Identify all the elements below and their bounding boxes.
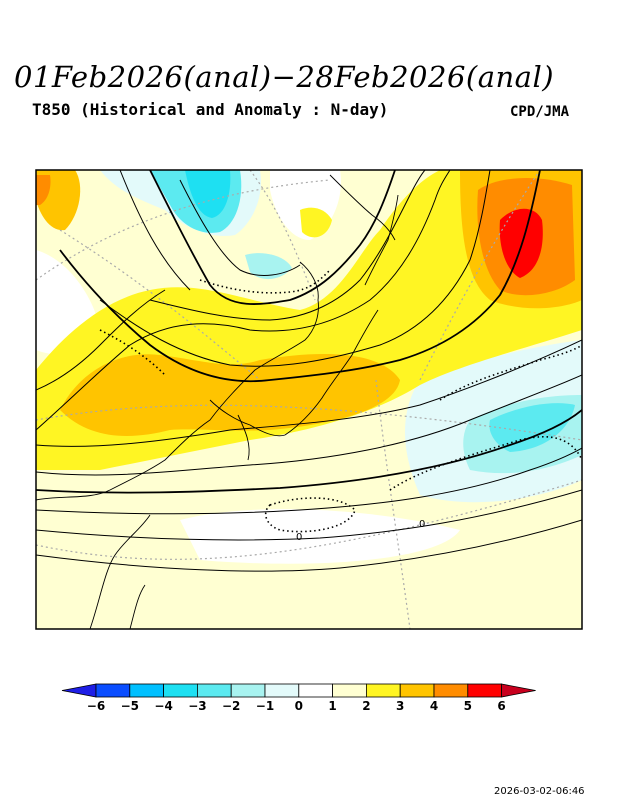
colorbar-tick-label: 6 xyxy=(497,699,505,713)
map-subtitle: T850 (Historical and Anomaly : N-day) xyxy=(32,100,389,119)
colorbar: −6 −5 −4 −3 −2 −1 0 1 2 3 4 5 6 xyxy=(61,683,536,713)
colorbar-tick-label: −4 xyxy=(154,699,172,713)
cold-anomaly xyxy=(245,253,292,280)
map-frame xyxy=(35,169,583,630)
map-title: 01Feb2026(anal)−28Feb2026(anal) xyxy=(14,60,555,94)
colorbar-tick-label: −6 xyxy=(87,699,105,713)
colorbar-tick-label: −5 xyxy=(121,699,139,713)
colorbar-swatch xyxy=(467,683,502,698)
colorbar-swatch xyxy=(332,683,367,698)
credit-label: CPD/JMA xyxy=(510,104,570,120)
colorbar-tick-label: −3 xyxy=(188,699,206,713)
colorbar-tick-label: 5 xyxy=(464,699,472,713)
colorbar-tick-label: 3 xyxy=(396,699,404,713)
colorbar-swatch xyxy=(163,683,198,698)
cold-anomaly xyxy=(489,403,575,452)
colorbar-tick-label: −2 xyxy=(222,699,240,713)
colorbar-tick-label: 2 xyxy=(362,699,370,713)
cold-anomaly xyxy=(185,170,231,218)
colorbar-swatch xyxy=(298,683,333,698)
neutral-zone xyxy=(180,509,460,564)
colorbar-high-arrow xyxy=(501,683,536,698)
coastlines xyxy=(36,174,399,629)
colorbar-low-arrow xyxy=(61,683,97,698)
zero-contour-label: 0 xyxy=(296,532,302,543)
zero-anomaly-contours xyxy=(99,269,582,533)
warm-anomaly xyxy=(300,207,332,238)
colorbar-swatch xyxy=(365,683,401,698)
isotherm-contours xyxy=(36,170,582,572)
colorbar-swatch xyxy=(95,683,131,698)
colorbar-swatch xyxy=(196,683,232,698)
colorbar-tick-label: 1 xyxy=(328,699,336,713)
colorbar-tick-label: −1 xyxy=(256,699,274,713)
colorbar-swatch xyxy=(230,683,266,698)
map-panel: 0 0 xyxy=(36,170,582,629)
zero-contour-label: 0 xyxy=(419,519,425,530)
colorbar-tick-label: 4 xyxy=(430,699,438,713)
graticule xyxy=(36,170,582,629)
colorbar-swatch xyxy=(399,683,435,698)
colorbar-swatch xyxy=(129,683,165,698)
colorbar-tick-label: 0 xyxy=(295,699,303,713)
timestamp-label: 2026-03-02-06:46 xyxy=(494,786,585,797)
colorbar-swatch xyxy=(264,683,300,698)
colorbar-swatch xyxy=(433,683,469,698)
warm-anomaly xyxy=(36,175,51,205)
